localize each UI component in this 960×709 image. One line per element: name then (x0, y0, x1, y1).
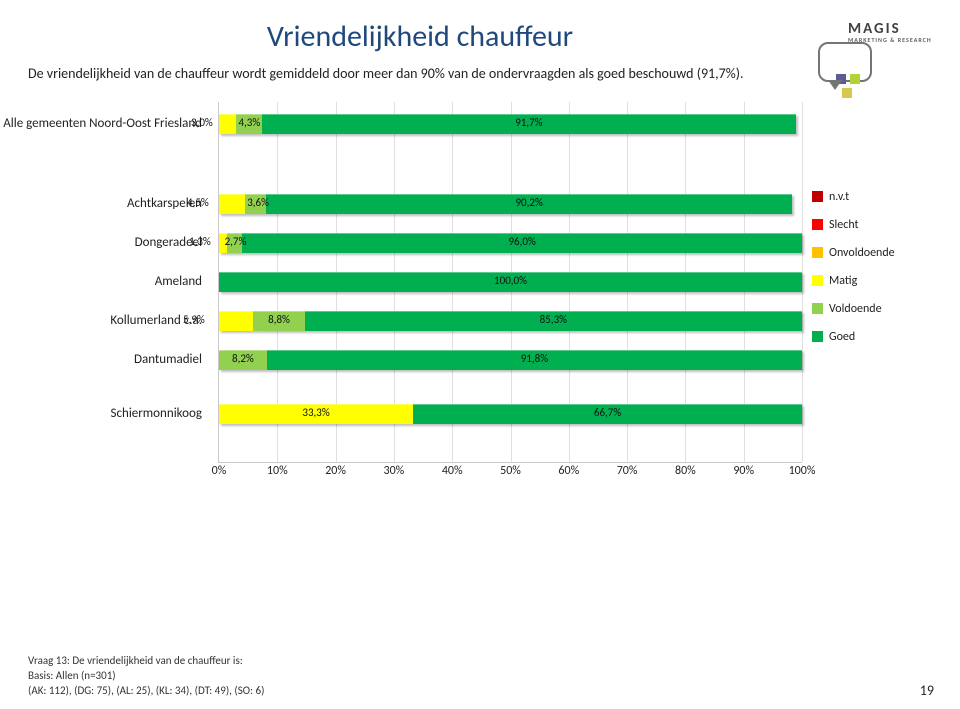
bar-row: 3,0%4,3%91,7% (219, 114, 802, 134)
bar-value-label: 90,2% (515, 196, 542, 209)
gridline (802, 102, 803, 462)
legend-label: Voldoende (829, 302, 882, 316)
bar-value-label: 3,0% (191, 116, 213, 129)
logo-chip-icon (850, 74, 860, 84)
bar-row: 5,9%8,8%85,3% (219, 311, 802, 331)
category-label: Dantumadiel (134, 353, 210, 379)
bar-value-label: 4,3% (238, 116, 260, 129)
legend-swatch-icon (812, 191, 823, 202)
legend-label: Goed (829, 330, 855, 344)
legend-label: Slecht (829, 218, 859, 232)
x-tick-label: 60% (558, 464, 579, 478)
bar-row: 1,3%2,7%96,0% (219, 233, 802, 253)
legend-item: Matig (812, 274, 932, 288)
bar-value-label: 1,3% (189, 235, 211, 248)
x-tick-label: 20% (325, 464, 346, 478)
category-label: Schiermonnikoog (111, 407, 210, 433)
x-tick-label: 50% (500, 464, 521, 478)
bar-value-label: 33,3% (302, 406, 329, 419)
x-axis-ticks: 0%10%20%30%40%50%60%70%80%90%100% (219, 464, 802, 482)
bar-value-label: 85,3% (540, 313, 567, 326)
legend-item: Voldoende (812, 302, 932, 316)
bar-value-label: 91,7% (515, 116, 542, 129)
page-number: 19 (920, 682, 934, 699)
legend-label: n.v.t (829, 190, 849, 204)
plot-region: 0%10%20%30%40%50%60%70%80%90%100% 3,0%4,… (218, 102, 802, 463)
brand-logo: MAGIS MARKETING & RESEARCH (812, 20, 932, 80)
page-root: Vriendelijkheid chauffeur De vriendelijk… (0, 0, 960, 709)
x-tick-label: 40% (442, 464, 463, 478)
bar-value-label: 66,7% (594, 406, 621, 419)
page-title: Vriendelijkheid chauffeur (28, 18, 812, 55)
bar-segment (219, 114, 236, 134)
legend-swatch-icon (812, 247, 823, 258)
x-tick-label: 30% (384, 464, 405, 478)
bar-value-label: 5,9% (183, 313, 205, 326)
legend-swatch-icon (812, 275, 823, 286)
bar-value-label: 8,8% (268, 313, 290, 326)
bar-value-label: 8,2% (232, 352, 254, 365)
footer-breakdown: (AK: 112), (DG: 75), (AL: 25), (KL: 34),… (28, 684, 264, 699)
bar-value-label: 3,6% (247, 196, 269, 209)
plot-col: 0%10%20%30%40%50%60%70%80%90%100% 3,0%4,… (218, 102, 802, 463)
footer-question: Vraag 13: De vriendelijkheid van de chau… (28, 654, 264, 669)
legend-item: n.v.t (812, 190, 932, 204)
chart-area: Alle gemeenten Noord-Oost FrieslandAchtk… (28, 102, 932, 463)
legend-label: Onvoldoende (829, 246, 895, 260)
legend-item: Goed (812, 330, 932, 344)
category-label: Alle gemeenten Noord-Oost Friesland (3, 117, 210, 143)
intro-text: De vriendelijkheid van de chauffeur word… (28, 65, 728, 84)
bar-value-label: 96,0% (508, 235, 535, 248)
x-tick-label: 80% (675, 464, 696, 478)
category-labels-col: Alle gemeenten Noord-Oost FrieslandAchtk… (28, 102, 218, 462)
bar-row: 8,2% 91,8% (219, 350, 802, 370)
legend: n.v.t Slecht Onvoldoende Matig Voldoende Goed (802, 102, 932, 463)
footer-note: Vraag 13: De vriendelijkheid van de chau… (28, 654, 264, 699)
x-tick-label: 0% (212, 464, 227, 478)
footer-base: Basis: Allen (n=301) (28, 669, 264, 684)
bar-segment (219, 194, 245, 214)
legend-item: Slecht (812, 218, 932, 232)
legend-swatch-icon (812, 219, 823, 230)
bar-row: 4,5%3,6%90,2% (219, 194, 802, 214)
category-label: Ameland (155, 275, 210, 301)
bar-segment (219, 311, 253, 331)
bar-value-label: 100,0% (494, 274, 527, 287)
bar-row: 33,3% 66,7% (219, 404, 802, 424)
x-tick-label: 70% (617, 464, 638, 478)
bar-value-label: 91,8% (521, 352, 548, 365)
logo-speech-bubble-icon (818, 42, 872, 82)
x-tick-label: 10% (267, 464, 288, 478)
bar-value-label: 2,7% (225, 235, 247, 248)
x-tick-label: 100% (789, 464, 816, 478)
bar-value-label: 4,5% (187, 196, 209, 209)
legend-swatch-icon (812, 303, 823, 314)
legend-item: Onvoldoende (812, 246, 932, 260)
header-row: Vriendelijkheid chauffeur De vriendelijk… (28, 18, 932, 98)
x-tick-label: 90% (733, 464, 754, 478)
bar-row: 100,0% (219, 272, 802, 292)
logo-chip-icon (836, 74, 846, 84)
legend-label: Matig (829, 274, 857, 288)
legend-swatch-icon (812, 331, 823, 342)
header-text-col: Vriendelijkheid chauffeur De vriendelijk… (28, 18, 812, 98)
logo-chip-icon (842, 88, 852, 98)
